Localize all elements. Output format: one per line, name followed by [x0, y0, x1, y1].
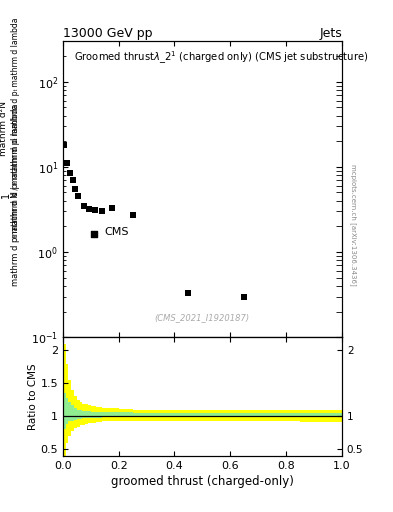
Point [92, 206, 98, 214]
Point [90, 287, 97, 295]
Text: Groomed thrust$\lambda$_2$^1$ (charged only) (CMS jet substructure): Groomed thrust$\lambda$_2$^1$ (charged o… [74, 50, 369, 67]
Point [75, 192, 81, 200]
Point [64, 159, 70, 167]
Point [70, 176, 76, 184]
Text: CMS: CMS [105, 227, 129, 237]
Point [67, 169, 73, 177]
X-axis label: groomed thrust (charged-only): groomed thrust (charged-only) [111, 475, 294, 488]
Point [185, 289, 192, 297]
Text: mathrm d N / mathrm d pₜ mathrm d pₜ mathrm d lambda: mathrm d N / mathrm d pₜ mathrm d pₜ mat… [11, 18, 20, 238]
Text: 13000 GeV pp: 13000 GeV pp [63, 27, 152, 40]
Point [108, 204, 115, 212]
Point [130, 211, 136, 219]
Point [99, 207, 105, 216]
Text: mcplots.cern.ch [arXiv:1306.3436]: mcplots.cern.ch [arXiv:1306.3436] [350, 164, 356, 286]
Point [81, 202, 87, 210]
Text: mathrm d²N: mathrm d²N [0, 100, 8, 156]
Text: Jets: Jets [319, 27, 342, 40]
Text: 1: 1 [1, 191, 11, 198]
Point [61, 141, 68, 149]
Point [241, 292, 248, 301]
Y-axis label: Ratio to CMS: Ratio to CMS [28, 363, 38, 430]
Point [72, 185, 79, 193]
Text: mathrm d pₜ mathrm d pₜ mathrm d lambda: mathrm d pₜ mathrm d pₜ mathrm d lambda [11, 103, 20, 286]
Point [86, 205, 92, 213]
Text: (CMS_2021_I1920187): (CMS_2021_I1920187) [155, 313, 250, 323]
